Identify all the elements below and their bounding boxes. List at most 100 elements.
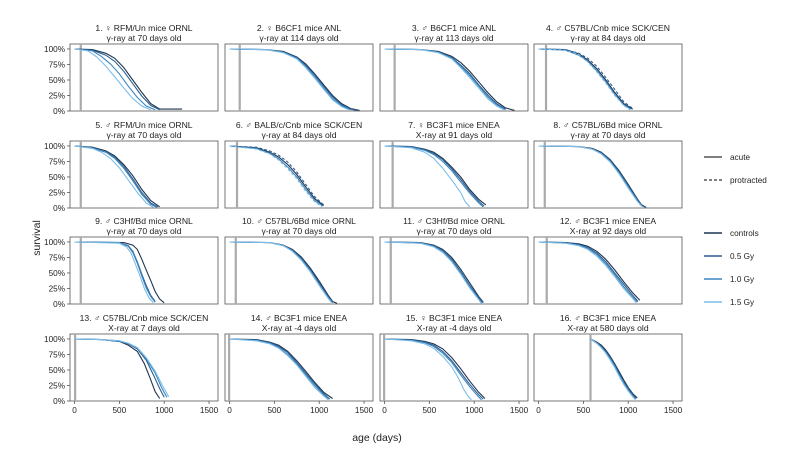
panel-title: 1. ♀ RFM/Un mice ORNL bbox=[95, 23, 192, 33]
panel-frame bbox=[379, 43, 529, 112]
panel-title: 7. ♀ BC3F1 mice ENEA bbox=[408, 120, 500, 130]
survival-curve-1-5-gy bbox=[229, 241, 333, 304]
x-tick-label: 1500 bbox=[200, 406, 219, 415]
legend: acute protracted controls 0.5 Gy 1.0 Gy 1.5 G… bbox=[704, 153, 767, 307]
survival-curve-0-5-gy bbox=[384, 241, 484, 304]
y-tick-label: 75% bbox=[49, 350, 65, 359]
survival-curve-0-5-gy bbox=[74, 241, 156, 302]
survival-curve-0-5-gy bbox=[538, 241, 639, 302]
survival-curve-1-5-gy bbox=[384, 241, 482, 304]
survival-curve-controls bbox=[229, 145, 325, 206]
survival-curve-1-0-gy bbox=[538, 145, 643, 207]
x-tick-label: 1500 bbox=[664, 406, 683, 415]
panel-title: 4. ♂ C57BL/Cnb mice SCK/CEN bbox=[546, 23, 670, 33]
y-axis-label: survival bbox=[31, 220, 43, 256]
panel-subtitle: X-ray at 91 days old bbox=[416, 130, 493, 140]
survival-curve-controls bbox=[229, 241, 338, 304]
y-tick-label: 50% bbox=[49, 366, 65, 375]
panel-frame bbox=[379, 333, 529, 402]
x-tick-label: 0 bbox=[382, 406, 387, 415]
survival-curve-0-5-gy bbox=[384, 48, 506, 110]
survival-curve-0-5-gy bbox=[384, 145, 485, 207]
panel-subtitle: X-ray at -4 days old bbox=[417, 323, 492, 333]
x-tick-label: 500 bbox=[576, 406, 590, 415]
legend-label-dose: 1.0 Gy bbox=[730, 275, 755, 284]
y-tick-label: 100% bbox=[44, 45, 65, 54]
survival-curve-1-0-gy bbox=[229, 338, 330, 400]
panel-title: 6. ♂ BALB/c/Cnb mice SCK/CEN bbox=[236, 120, 362, 130]
survival-curve-1-5-gy bbox=[538, 241, 637, 304]
survival-curve-1-0-gy bbox=[74, 145, 158, 208]
survival-curve-0-5-gy bbox=[74, 48, 160, 111]
panel-frame bbox=[69, 43, 219, 112]
panel-frame bbox=[379, 236, 529, 305]
y-tick-label: 0% bbox=[53, 397, 65, 406]
survival-curve-1-0-gy bbox=[590, 338, 636, 400]
survival-curve-1-5-gy bbox=[590, 338, 636, 401]
panel-subtitle: γ-ray at 84 days old bbox=[571, 33, 646, 43]
x-tick-label: 1000 bbox=[155, 406, 174, 415]
panel-subtitle: γ-ray at 70 days old bbox=[107, 33, 182, 43]
panel-title: 13. ♂ C57BL/Cnb mice SCK/CEN bbox=[80, 313, 209, 323]
y-tick-label: 75% bbox=[49, 60, 65, 69]
survival-curve-1-5-gy bbox=[384, 145, 471, 208]
survival-curve-1-0-gy bbox=[384, 48, 506, 111]
y-tick-label: 75% bbox=[49, 157, 65, 166]
survival-curve-1-5-gy bbox=[74, 338, 170, 397]
survival-curve-1-0-gy bbox=[229, 145, 324, 207]
panel-frame bbox=[69, 236, 219, 305]
x-tick-label: 1000 bbox=[310, 406, 329, 415]
survival-curve-controls bbox=[384, 241, 484, 303]
y-tick-label: 50% bbox=[49, 76, 65, 85]
panel-frame bbox=[224, 43, 374, 112]
survival-curve-controls bbox=[538, 145, 647, 208]
panel-frame bbox=[533, 236, 683, 305]
panel-subtitle: X-ray at 92 days old bbox=[570, 226, 647, 236]
survival-curve-1-5-gy bbox=[538, 48, 631, 111]
panel-subtitle: γ-ray at 84 days old bbox=[262, 130, 337, 140]
x-tick-label: 500 bbox=[267, 406, 281, 415]
panel-subtitle: γ-ray at 70 days old bbox=[417, 226, 492, 236]
y-tick-label: 0% bbox=[53, 204, 65, 213]
survival-curve-0-5-gy bbox=[538, 145, 647, 208]
panel-subtitle: γ-ray at 70 days old bbox=[571, 130, 646, 140]
survival-curve-0-5-gy bbox=[229, 48, 358, 111]
survival-curve-1-5-gy bbox=[74, 241, 154, 304]
legend-label-dose: controls bbox=[730, 229, 759, 238]
panel-subtitle: γ-ray at 70 days old bbox=[107, 130, 182, 140]
x-tick-label: 0 bbox=[72, 406, 77, 415]
panel-title: 11. ♂ C3Hf/Bd mice ORNL bbox=[403, 216, 505, 226]
survival-curve-1-0-gy bbox=[74, 48, 156, 111]
y-tick-label: 100% bbox=[44, 142, 65, 151]
panel-subtitle: γ-ray at 70 days old bbox=[107, 226, 182, 236]
y-tick-label: 100% bbox=[44, 335, 65, 344]
panel-title: 8. ♂ C57BL/6Bd mice ORNL bbox=[553, 120, 662, 130]
y-tick-label: 25% bbox=[49, 284, 65, 293]
survival-curve-1-0-gy bbox=[384, 338, 482, 401]
panel-frame bbox=[533, 333, 683, 402]
survival-curve-1-0-gy bbox=[229, 241, 334, 304]
legend-label-dose: 0.5 Gy bbox=[730, 252, 755, 261]
panel-title: 16. ♂ BC3F1 mice ENEA bbox=[560, 313, 657, 323]
panel-frame bbox=[379, 140, 529, 209]
panel-frame bbox=[69, 333, 219, 402]
x-axis-label: age (days) bbox=[352, 432, 402, 444]
panel-frame bbox=[69, 140, 219, 209]
x-tick-label: 1000 bbox=[465, 406, 484, 415]
y-tick-label: 100% bbox=[44, 238, 65, 247]
survival-curve-1-0-gy bbox=[74, 241, 156, 303]
survival-curve-1-0-gy bbox=[384, 241, 483, 304]
survival-curve-controls bbox=[229, 338, 333, 399]
panel-frame bbox=[224, 236, 374, 305]
y-tick-label: 50% bbox=[49, 269, 65, 278]
survival-curve-0-5-gy bbox=[538, 48, 634, 109]
y-tick-label: 0% bbox=[53, 300, 65, 309]
